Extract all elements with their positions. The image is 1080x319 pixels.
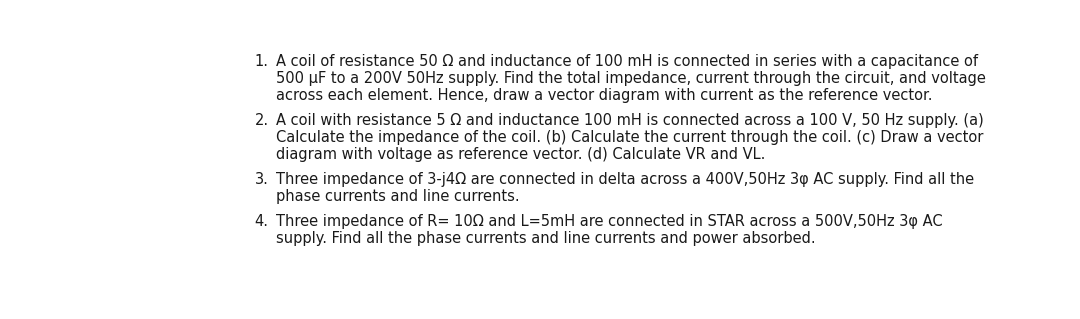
Text: phase currents and line currents.: phase currents and line currents. — [275, 189, 519, 204]
Text: 4.: 4. — [255, 214, 269, 229]
Text: Three impedance of 3-j4Ω are connected in delta across a 400V,50Hz 3φ AC supply.: Three impedance of 3-j4Ω are connected i… — [275, 172, 974, 187]
Text: supply. Find all the phase currents and line currents and power absorbed.: supply. Find all the phase currents and … — [275, 231, 815, 246]
Text: A coil of resistance 50 Ω and inductance of 100 mH is connected in series with a: A coil of resistance 50 Ω and inductance… — [275, 54, 977, 69]
Text: Calculate the impedance of the coil. (b) Calculate the current through the coil.: Calculate the impedance of the coil. (b)… — [275, 130, 983, 145]
Text: diagram with voltage as reference vector. (d) Calculate VR and VL.: diagram with voltage as reference vector… — [275, 147, 765, 162]
Text: A coil with resistance 5 Ω and inductance 100 mH is connected across a 100 V, 50: A coil with resistance 5 Ω and inductanc… — [275, 113, 984, 128]
Text: 2.: 2. — [255, 113, 269, 128]
Text: 3.: 3. — [255, 172, 269, 187]
Text: across each element. Hence, draw a vector diagram with current as the reference : across each element. Hence, draw a vecto… — [275, 88, 932, 103]
Text: 500 µF to a 200V 50Hz supply. Find the total impedance, current through the circ: 500 µF to a 200V 50Hz supply. Find the t… — [275, 71, 985, 86]
Text: 1.: 1. — [255, 54, 269, 69]
Text: Three impedance of R= 10Ω and L=5mH are connected in STAR across a 500V,50Hz 3φ : Three impedance of R= 10Ω and L=5mH are … — [275, 214, 942, 229]
